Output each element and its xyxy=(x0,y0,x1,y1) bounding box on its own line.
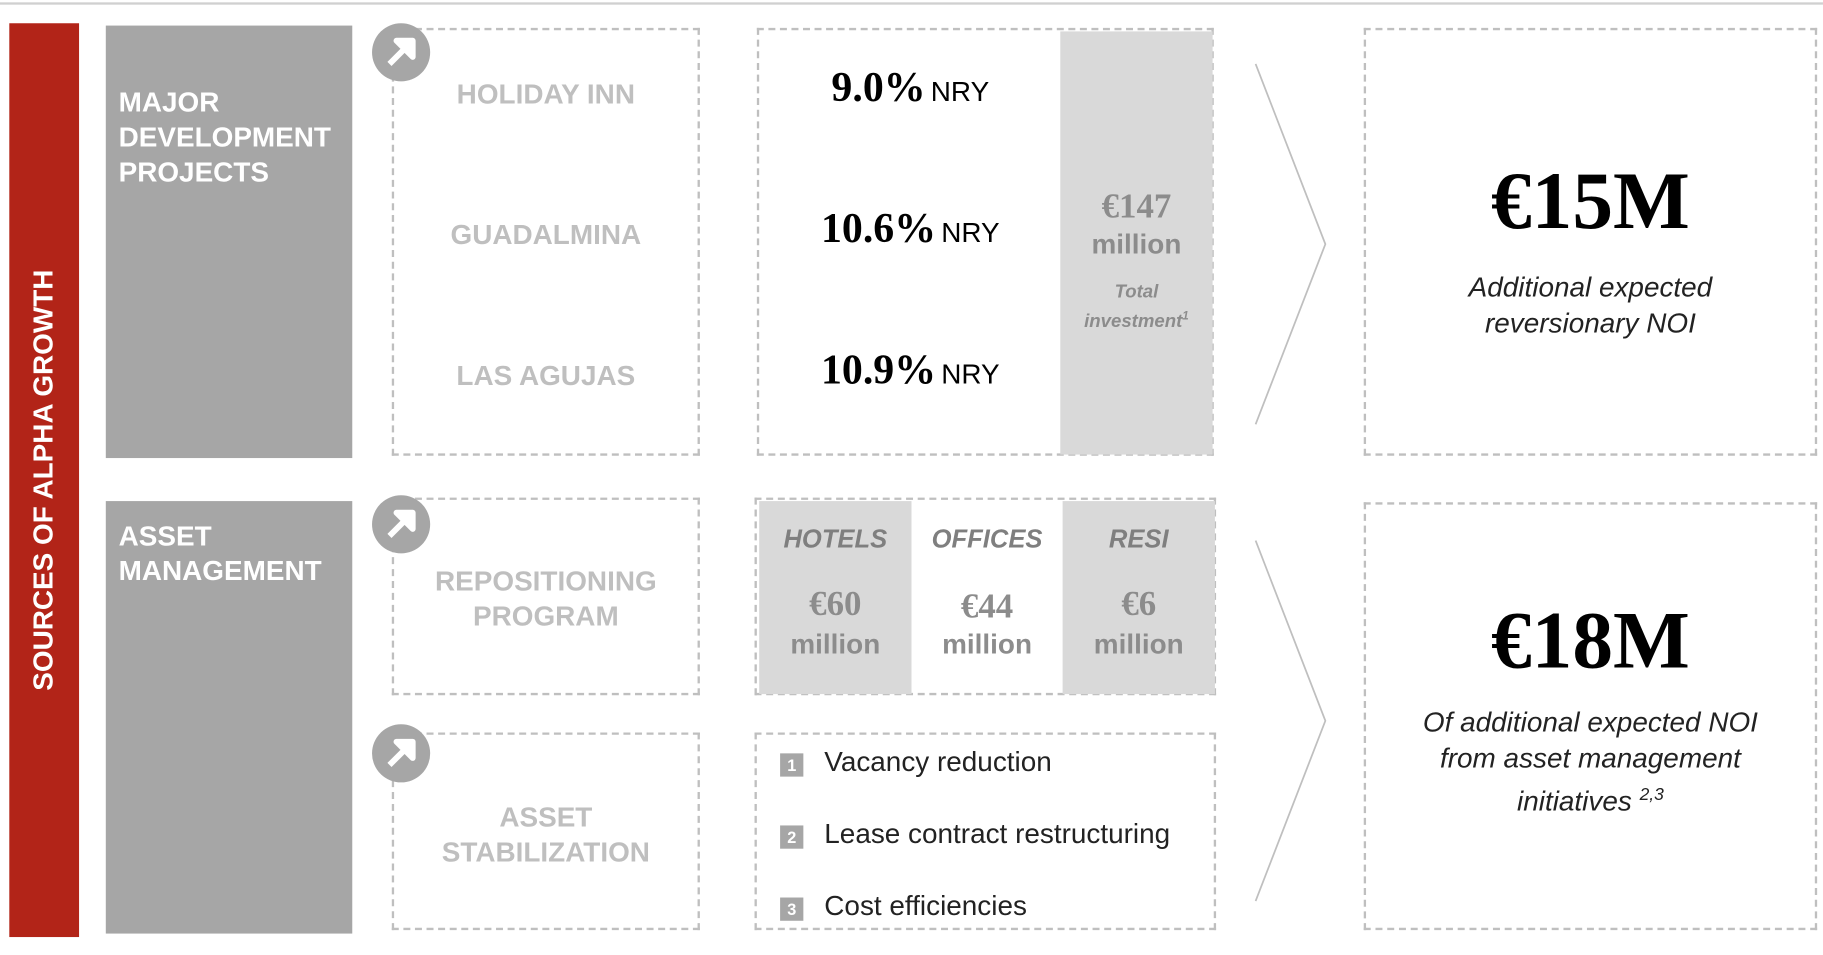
program-box: ASSET STABILIZATION xyxy=(391,732,700,931)
result-caption: Of additional expected NOI from asset ma… xyxy=(1366,705,1815,820)
section-title: PROJECTS xyxy=(118,156,269,189)
item-number: 3 xyxy=(780,897,804,921)
column-unit: million xyxy=(790,628,881,661)
column-unit: million xyxy=(1093,628,1184,661)
chevron xyxy=(1254,63,1327,425)
column-amount: €44 xyxy=(960,587,1014,626)
section-label: ASSET MANAGEMENT xyxy=(105,501,353,934)
project-name: HOLIDAY INN xyxy=(456,79,635,111)
yield-row: 9.0% NRY xyxy=(759,63,1061,112)
yield-row: 10.6% NRY xyxy=(759,203,1061,252)
arrow-icon xyxy=(372,724,431,783)
column-panel: OFFICES €44 million xyxy=(911,501,1062,694)
section-title: MANAGEMENT xyxy=(118,555,322,588)
investment-caption: Total investment1 xyxy=(1060,280,1212,334)
yield-value: 9.0% xyxy=(831,63,926,111)
result-box: €18M Of additional expected NOI from ass… xyxy=(1363,502,1818,931)
yield-row: 10.9% NRY xyxy=(759,345,1061,394)
caption-line: investment1 xyxy=(1060,305,1212,334)
yield-unit: NRY xyxy=(930,76,990,109)
investment-panel: €147 million Total investment1 xyxy=(1060,31,1213,455)
column-header: OFFICES xyxy=(931,524,1043,554)
split-box: HOTELS €60 million OFFICES €44 million R… xyxy=(754,497,1217,696)
caption-line: Of additional expected NOI xyxy=(1422,706,1758,739)
program-name: REPOSITIONING PROGRAM xyxy=(394,565,697,635)
project-name: GUADALMINA xyxy=(450,219,642,252)
footnote: 2,3 xyxy=(1639,784,1664,805)
investment-unit: million xyxy=(1091,229,1182,261)
yield-box: 9.0% NRY 10.6% NRY 10.9% NRY €147 millio… xyxy=(756,27,1214,456)
yield-unit: NRY xyxy=(941,359,1000,391)
section-title: MAJOR xyxy=(118,87,220,119)
yield-value: 10.6% xyxy=(820,204,937,252)
result-caption: Additional expected reversionary NOI xyxy=(1366,270,1815,342)
caption-line: reversionary NOI xyxy=(1484,308,1696,340)
result-box: €15M Additional expected reversionary NO… xyxy=(1363,27,1818,456)
sidebar: SOURCES OF ALPHA GROWTH xyxy=(9,23,80,938)
label-line: PROGRAM xyxy=(472,601,619,633)
column-panel: RESI €6 million xyxy=(1062,501,1215,695)
footnote: 1 xyxy=(1182,310,1189,324)
label-line: REPOSITIONING xyxy=(434,566,657,598)
column-header: HOTELS xyxy=(783,524,888,554)
result-value: €18M xyxy=(1490,596,1690,686)
arrow-icon xyxy=(372,495,431,554)
project-box: HOLIDAY INN GUADALMINA LAS AGUJAS xyxy=(391,27,700,456)
caption-text: investment xyxy=(1084,311,1183,332)
column-header: RESI xyxy=(1108,524,1169,554)
caption-line: initiatives 2,3 xyxy=(1366,777,1815,820)
top-rule xyxy=(0,2,1823,5)
column-unit: million xyxy=(942,628,1033,661)
section-title: ASSET xyxy=(118,520,212,553)
item-text: Vacancy reduction xyxy=(824,746,1052,778)
section-label: MAJOR DEVELOPMENT PROJECTS xyxy=(105,25,353,459)
chevron xyxy=(1254,540,1327,902)
item-text: Cost efficiencies xyxy=(824,890,1027,922)
yield-unit: NRY xyxy=(941,217,1000,249)
caption-line: from asset management xyxy=(1439,742,1741,775)
item-number: 2 xyxy=(780,825,804,849)
caption-text: initiatives xyxy=(1517,785,1632,818)
project-name: LAS AGUJAS xyxy=(456,360,636,392)
result-value: €15M xyxy=(1490,156,1690,247)
arrow-icon xyxy=(372,23,431,82)
investment-amount: €147 xyxy=(1101,187,1172,226)
program-box: REPOSITIONING PROGRAM xyxy=(391,497,700,696)
caption-line: Total xyxy=(1114,282,1159,303)
list-box: 1 Vacancy reduction 2 Lease contract res… xyxy=(754,732,1217,931)
column-panel: HOTELS €60 million xyxy=(759,501,912,695)
item-text: Lease contract restructuring xyxy=(824,818,1171,850)
caption-line: Additional expected xyxy=(1468,272,1713,304)
yield-value: 10.9% xyxy=(820,346,937,393)
column-amount: €6 xyxy=(1121,584,1157,624)
section-title: DEVELOPMENT xyxy=(118,122,331,154)
column-amount: €60 xyxy=(809,584,862,624)
program-name: ASSET STABILIZATION xyxy=(394,801,697,871)
label-line: ASSET xyxy=(499,802,593,834)
label-line: STABILIZATION xyxy=(441,837,650,869)
item-number: 1 xyxy=(780,753,804,777)
